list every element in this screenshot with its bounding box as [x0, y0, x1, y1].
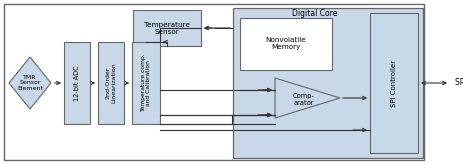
Text: Temperature comp.
and Calibration: Temperature comp. and Calibration [140, 54, 151, 112]
Text: Nonvolatile
Memory: Nonvolatile Memory [265, 38, 306, 51]
Text: SPI Controller: SPI Controller [390, 59, 396, 107]
Polygon shape [275, 78, 339, 118]
Bar [369, 13, 417, 153]
Bar [232, 8, 422, 158]
Polygon shape [9, 57, 51, 109]
Bar [64, 42, 90, 124]
Text: 2nd-Order
Linearization: 2nd-Order Linearization [106, 63, 116, 103]
Bar [239, 18, 332, 70]
Text: Digital Core: Digital Core [292, 10, 337, 19]
Text: TMR
Sensor
Element: TMR Sensor Element [17, 75, 43, 91]
Bar [98, 42, 124, 124]
Text: 12-bit ADC: 12-bit ADC [74, 65, 80, 101]
Text: Comp-
arator: Comp- arator [293, 93, 314, 106]
Bar [133, 10, 200, 46]
Bar [131, 42, 160, 124]
Text: Temperature
Sensor: Temperature Sensor [144, 21, 189, 34]
Text: SPI Interface: SPI Interface [454, 79, 463, 88]
